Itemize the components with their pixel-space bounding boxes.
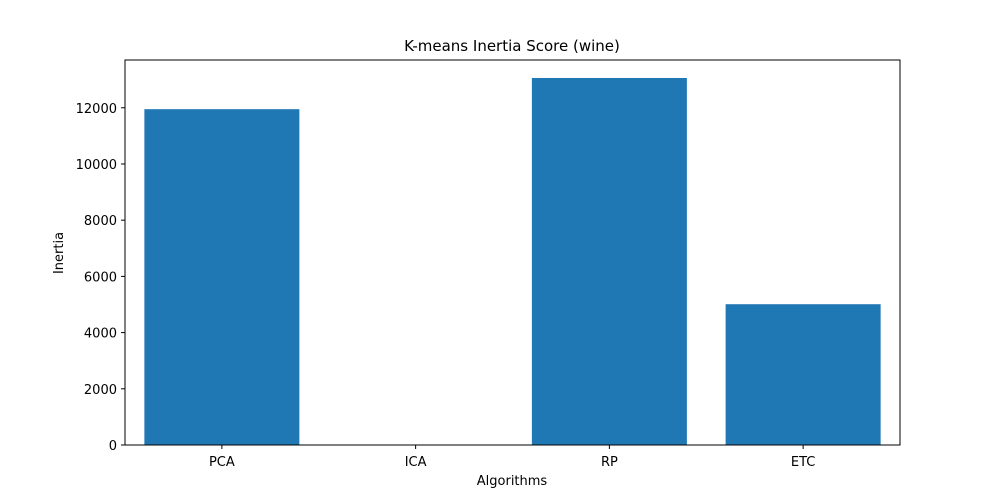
bar-etc [725, 304, 881, 445]
y-axis-label: Inertia [52, 232, 67, 274]
bars-group [144, 77, 881, 445]
y-tick-label: 8000 [84, 214, 117, 229]
plot-frame [124, 59, 901, 446]
y-tick-label: 4000 [84, 327, 117, 342]
y-axis: 0 2000 4000 6000 8000 10000 12000 [76, 102, 125, 454]
x-axis-label: Algorithms [477, 474, 548, 489]
y-tick-label: 6000 [84, 270, 117, 285]
y-tick-label: 10000 [76, 158, 117, 173]
x-tick-label: RP [601, 455, 618, 470]
bar-pca [144, 109, 300, 445]
x-tick-label: ICA [405, 455, 427, 470]
x-tick-label: ETC [791, 455, 815, 470]
y-tick-label: 0 [109, 439, 117, 454]
x-tick-label: PCA [209, 455, 235, 470]
chart-title: K-means Inertia Score (wine) [404, 37, 620, 55]
bar-rp [531, 77, 687, 445]
y-tick-label: 12000 [76, 102, 117, 117]
x-axis: PCA ICA RP ETC [209, 445, 815, 470]
y-tick-label: 2000 [84, 383, 117, 398]
